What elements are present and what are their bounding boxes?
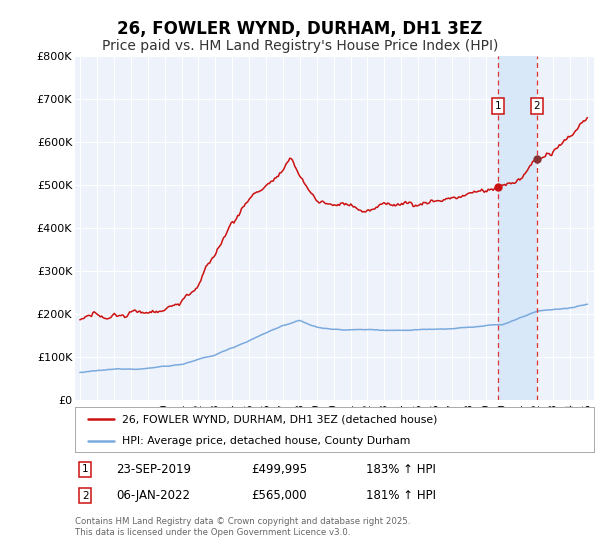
Text: 26, FOWLER WYND, DURHAM, DH1 3EZ: 26, FOWLER WYND, DURHAM, DH1 3EZ (118, 20, 482, 38)
Text: £565,000: £565,000 (251, 489, 307, 502)
Text: Price paid vs. HM Land Registry's House Price Index (HPI): Price paid vs. HM Land Registry's House … (102, 39, 498, 53)
Text: 23-SEP-2019: 23-SEP-2019 (116, 463, 191, 476)
Text: 183% ↑ HPI: 183% ↑ HPI (365, 463, 436, 476)
Text: 1: 1 (495, 101, 502, 111)
Text: 26, FOWLER WYND, DURHAM, DH1 3EZ (detached house): 26, FOWLER WYND, DURHAM, DH1 3EZ (detach… (122, 414, 437, 424)
Text: 181% ↑ HPI: 181% ↑ HPI (365, 489, 436, 502)
Text: 2: 2 (533, 101, 540, 111)
Text: £499,995: £499,995 (251, 463, 308, 476)
Text: 2: 2 (82, 491, 89, 501)
Text: 06-JAN-2022: 06-JAN-2022 (116, 489, 191, 502)
Text: HPI: Average price, detached house, County Durham: HPI: Average price, detached house, Coun… (122, 436, 410, 446)
Text: 1: 1 (82, 464, 89, 474)
Bar (498, 56, 537, 400)
Text: Contains HM Land Registry data © Crown copyright and database right 2025.
This d: Contains HM Land Registry data © Crown c… (75, 517, 410, 537)
